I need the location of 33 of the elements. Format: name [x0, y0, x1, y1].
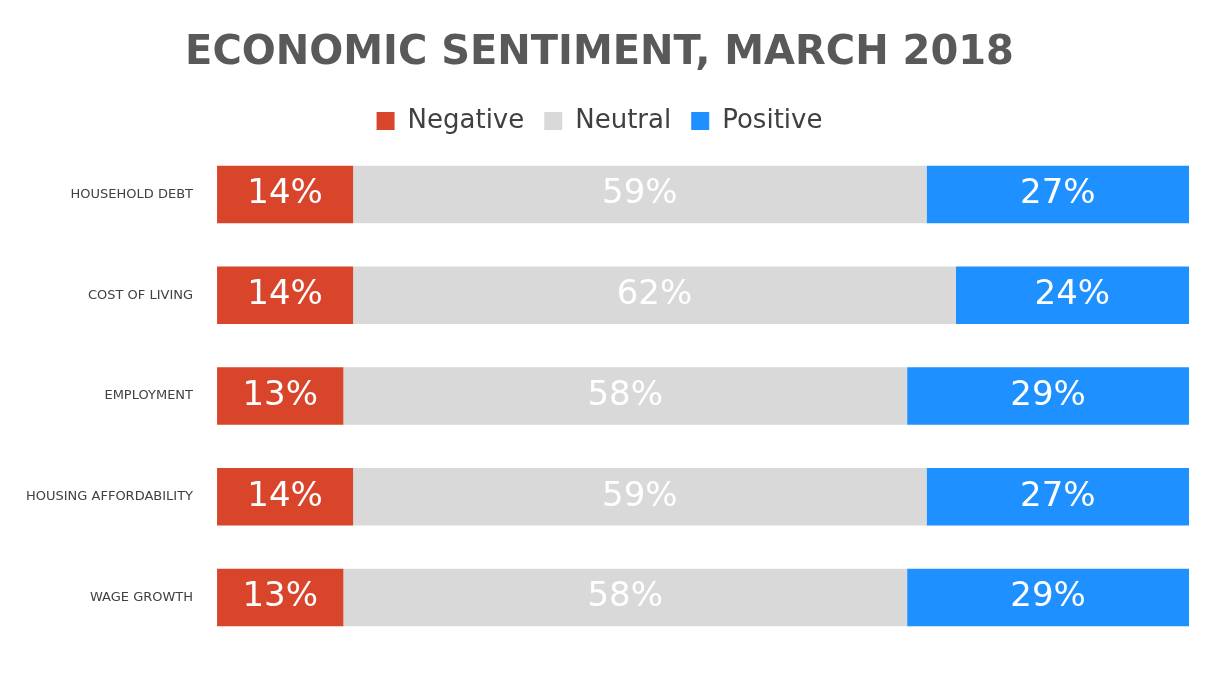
y-tick-label: EMPLOYMENT — [104, 387, 194, 403]
bar — [955, 266, 1189, 324]
bar — [217, 367, 344, 425]
y-tick-label: HOUSING AFFORDABILITY — [25, 488, 194, 504]
bar — [353, 165, 927, 224]
data-label: 13% — [242, 372, 319, 413]
bar — [353, 266, 956, 324]
bar — [926, 165, 1189, 224]
bar — [217, 266, 354, 324]
y-tick-label: HOUSEHOLD DEBT — [70, 185, 194, 201]
data-label: 24% — [1034, 272, 1111, 313]
bar — [343, 367, 908, 425]
data-label: 14% — [247, 171, 323, 212]
bar — [217, 468, 354, 526]
bar — [353, 468, 927, 526]
data-label: 27% — [1020, 473, 1096, 514]
y-tick-label: COST OF LIVING — [87, 286, 194, 302]
bar — [343, 568, 908, 627]
bar — [217, 165, 354, 224]
data-label: 14% — [247, 473, 323, 514]
data-label: 29% — [1010, 574, 1086, 615]
data-label: 14% — [247, 272, 323, 313]
y-tick-label: WAGE GROWTH — [89, 588, 194, 604]
data-label: 13% — [242, 574, 319, 615]
chart-title: ECONOMIC SENTIMENT, MARCH 2018 — [185, 27, 1014, 74]
bar — [907, 568, 1189, 627]
data-label: 27% — [1020, 171, 1096, 212]
legend-label: Neutral — [575, 103, 672, 134]
bar — [926, 468, 1189, 526]
legend-label: Positive — [722, 103, 823, 134]
bar — [907, 367, 1189, 425]
data-label: 29% — [1010, 372, 1086, 413]
legend-label: Negative — [407, 103, 525, 134]
